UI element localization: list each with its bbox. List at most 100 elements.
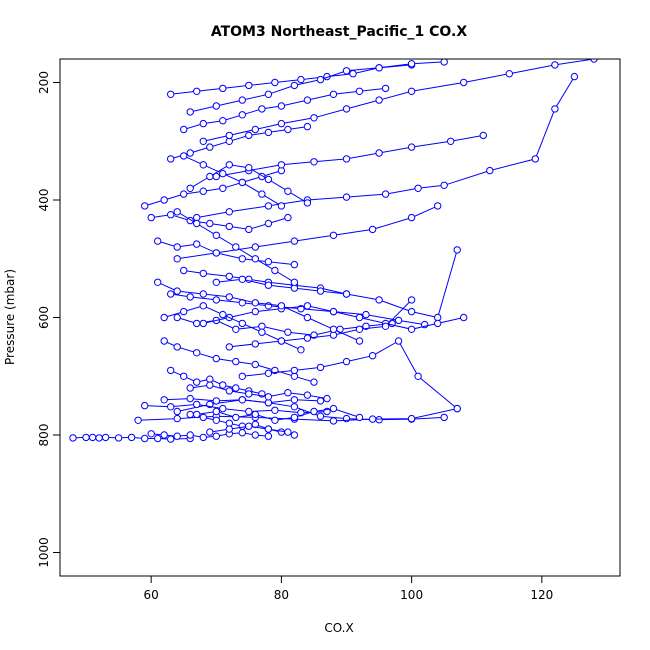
data-point (167, 403, 175, 411)
data-point (245, 407, 253, 416)
data-point (277, 302, 286, 310)
data-point (232, 357, 240, 366)
data-point (186, 149, 194, 157)
data-point (251, 307, 260, 316)
data-point (206, 172, 214, 181)
data-point (219, 84, 227, 93)
series-line (144, 403, 328, 414)
series-4 (160, 394, 325, 407)
y-axis: 200 400 600 800 1000 (37, 71, 61, 568)
series-15 (141, 166, 286, 210)
data-point (212, 397, 221, 405)
data-point (173, 432, 181, 440)
data-point (375, 416, 383, 424)
data-point (225, 425, 234, 433)
data-point (264, 128, 273, 137)
series-16 (167, 122, 312, 163)
data-point (206, 381, 214, 389)
data-point (212, 416, 221, 424)
data-point (551, 61, 559, 69)
data-point (303, 334, 312, 342)
data-point (206, 219, 214, 228)
data-point (238, 422, 247, 430)
data-point (264, 425, 273, 433)
data-point (310, 114, 318, 122)
data-point (232, 325, 240, 333)
data-point (264, 432, 273, 440)
data-point (88, 433, 97, 442)
data-point (154, 434, 162, 443)
data-point (368, 352, 377, 360)
data-point (232, 243, 240, 251)
data-point (407, 325, 416, 333)
data-point (212, 249, 221, 257)
data-point (460, 313, 468, 322)
data-point (434, 319, 442, 328)
data-point (251, 243, 260, 251)
data-point (238, 319, 247, 328)
data-point (186, 394, 194, 403)
data-point (329, 231, 338, 240)
data-point (238, 96, 247, 104)
data-point (245, 164, 253, 172)
data-point (303, 391, 312, 399)
data-point (375, 149, 383, 157)
y-tick-label: 400 (37, 189, 51, 212)
data-point (186, 293, 194, 301)
data-point (225, 208, 234, 216)
data-point (447, 137, 455, 146)
series-line (190, 61, 445, 113)
data-point (225, 272, 234, 281)
data-point (219, 184, 227, 193)
data-point (381, 322, 390, 330)
data-point (271, 78, 279, 87)
data-point (375, 64, 383, 72)
data-point (362, 310, 370, 319)
data-point (114, 434, 123, 442)
data-point (355, 413, 364, 422)
data-point (407, 60, 416, 68)
data-point (368, 225, 377, 234)
data-point (551, 105, 559, 113)
data-point (407, 307, 416, 316)
data-point (219, 169, 227, 178)
data-point (147, 430, 155, 438)
data-point (434, 202, 442, 210)
data-point (167, 155, 175, 163)
data-point (101, 433, 110, 442)
data-point (212, 407, 221, 416)
data-point (245, 81, 253, 90)
data-point (303, 199, 312, 207)
data-point (453, 404, 461, 413)
data-point (141, 401, 149, 410)
data-point (193, 410, 201, 419)
data-point (206, 143, 214, 151)
series-line (229, 299, 412, 348)
data-point (271, 406, 279, 414)
data-point (245, 422, 253, 430)
data-point (245, 131, 253, 140)
data-point (180, 125, 188, 134)
data-point (316, 75, 325, 84)
x-tick-label: 120 (530, 588, 553, 602)
data-point (505, 70, 513, 78)
data-point (277, 102, 286, 110)
data-point (407, 213, 416, 222)
data-point (355, 87, 364, 96)
data-point (225, 161, 234, 169)
data-point (355, 337, 364, 345)
data-point (199, 187, 208, 195)
series-30 (206, 422, 292, 436)
data-point (219, 117, 227, 125)
data-point (303, 302, 312, 310)
data-point (284, 187, 292, 195)
x-tick-label: 100 (400, 588, 423, 602)
data-point (141, 202, 149, 210)
data-point (225, 293, 234, 301)
data-point (180, 190, 188, 198)
data-point (238, 111, 247, 119)
data-point (186, 384, 194, 392)
data-point (160, 196, 168, 204)
data-point (264, 393, 273, 401)
